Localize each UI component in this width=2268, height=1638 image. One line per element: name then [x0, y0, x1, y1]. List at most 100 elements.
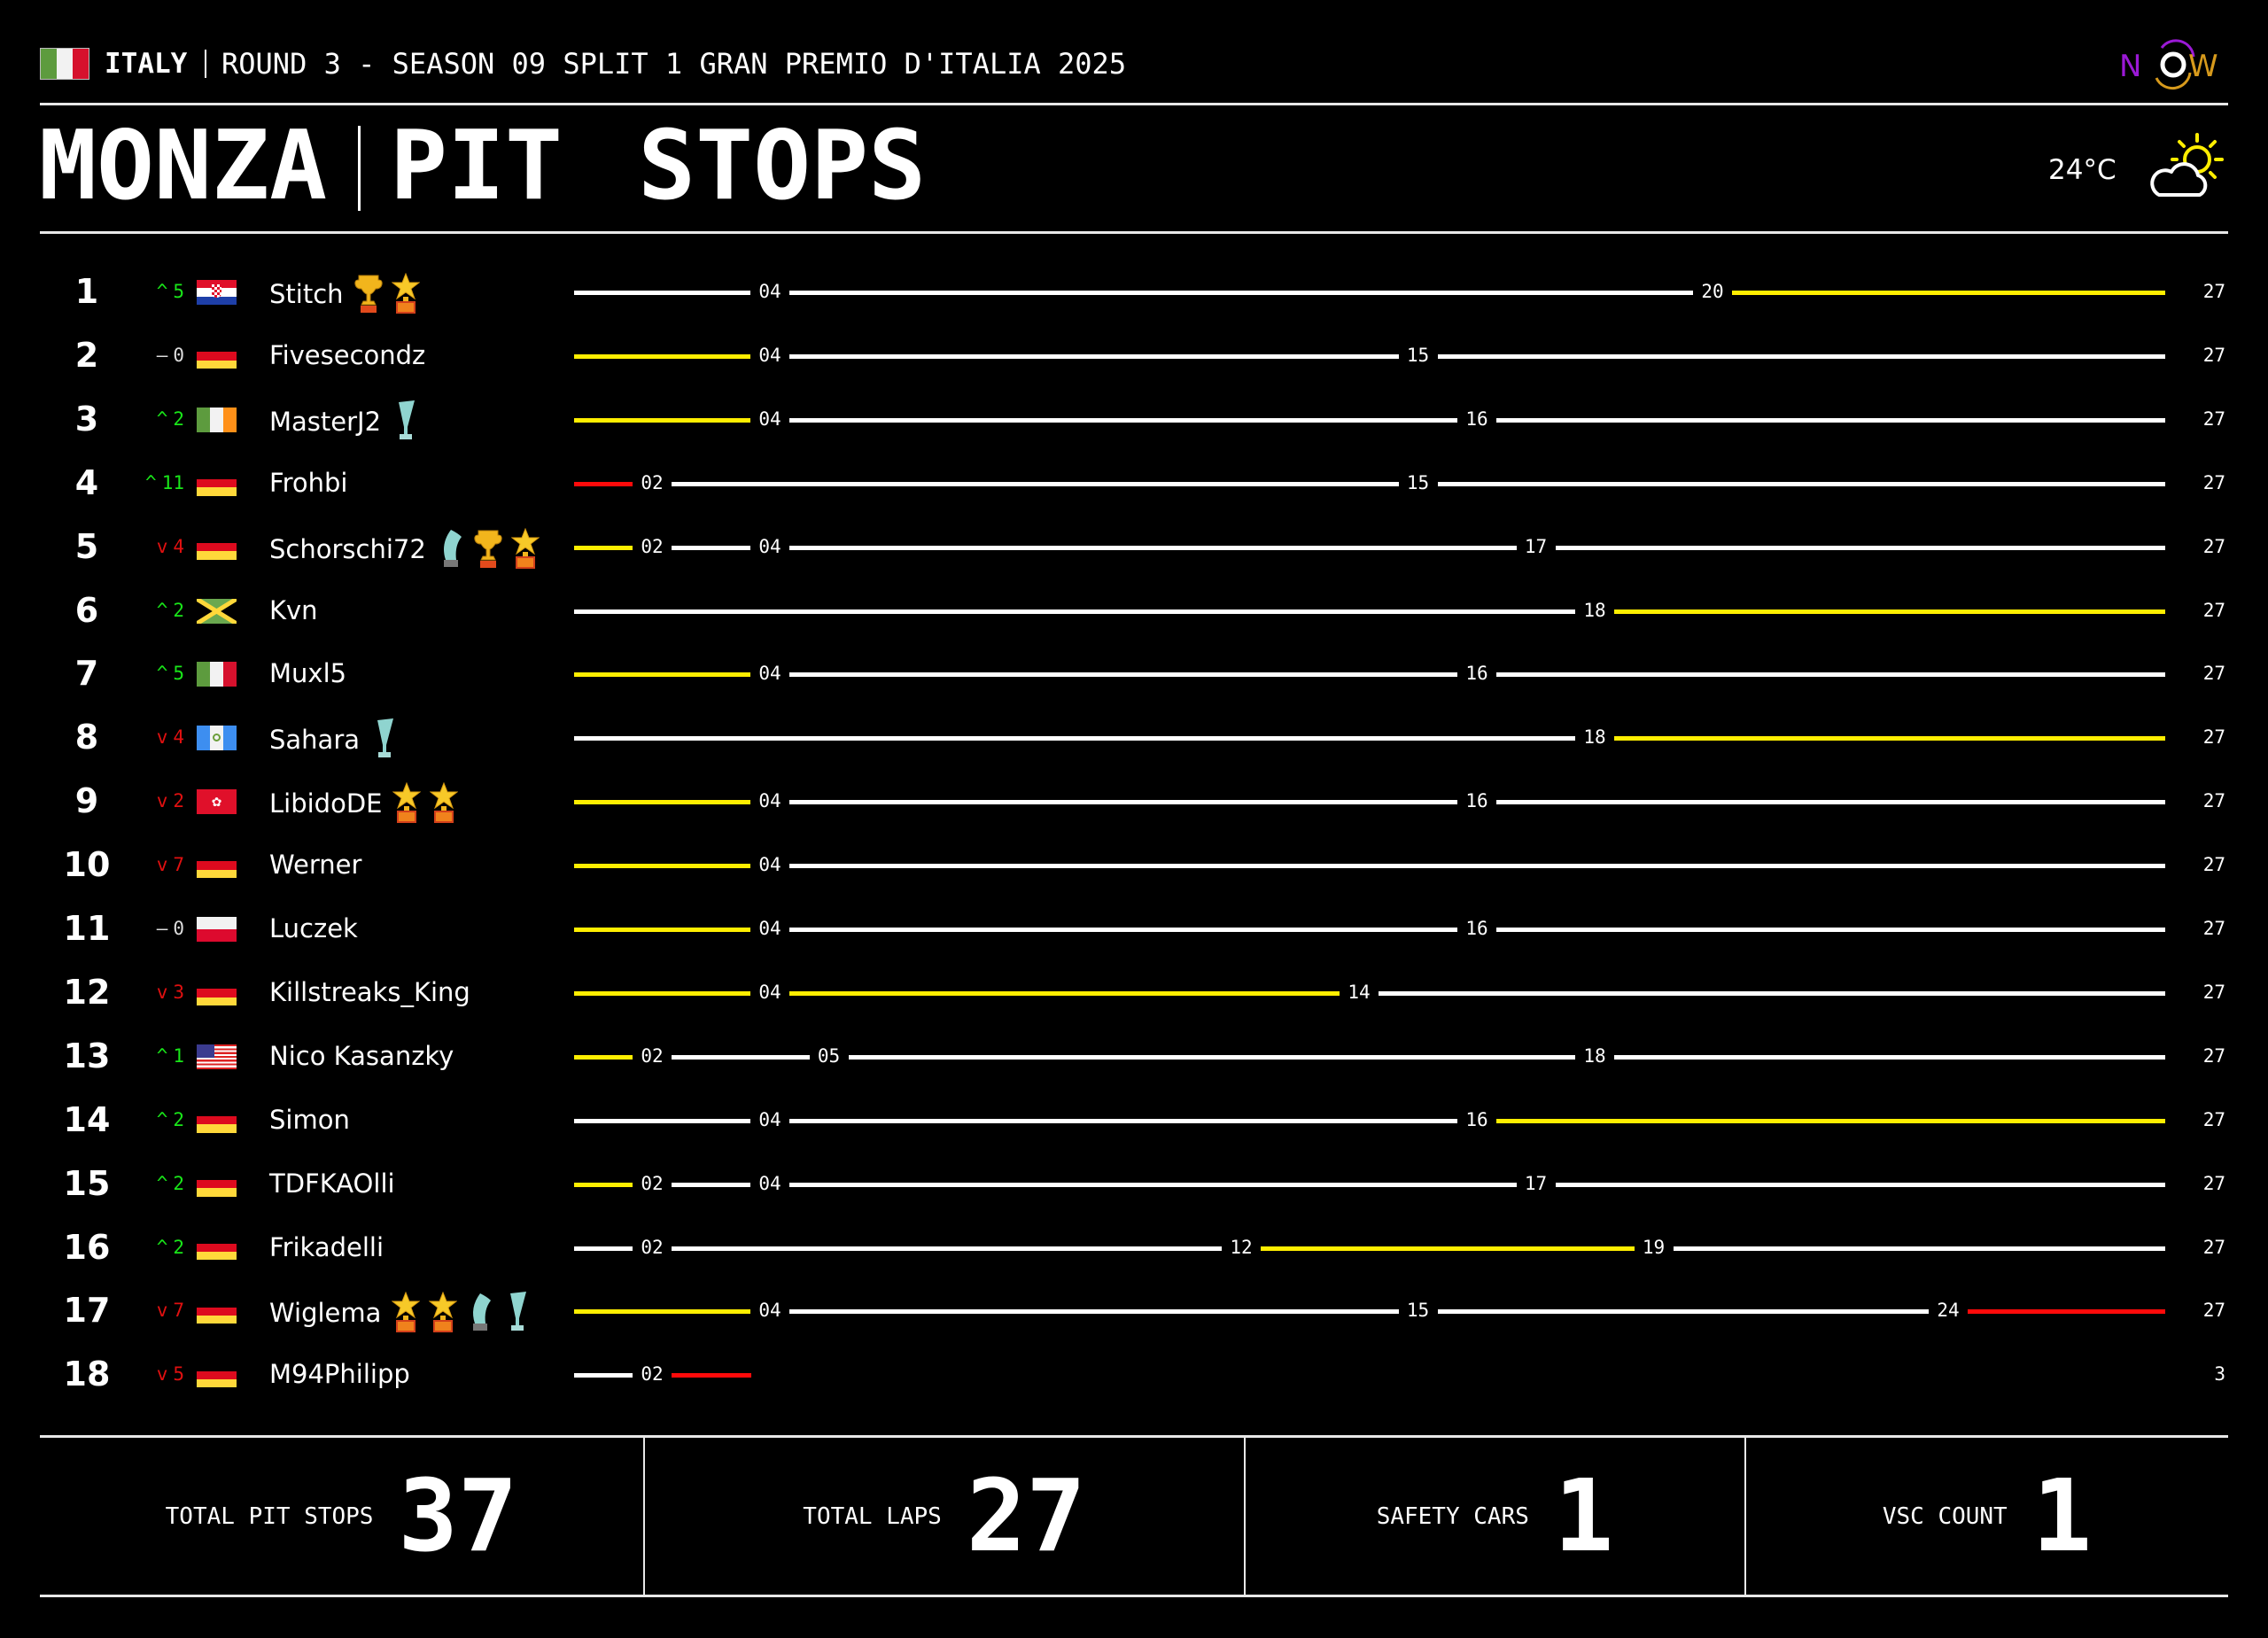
svg-text:W: W — [2188, 49, 2218, 84]
trophy-award-icon — [474, 528, 502, 578]
laps-completed: 3 — [2214, 1363, 2225, 1386]
laps-completed: 27 — [2202, 1172, 2225, 1194]
laps-completed: 27 — [2202, 281, 2225, 302]
stint-bar — [574, 736, 1575, 741]
stint-bar — [574, 609, 1575, 614]
stint-bar — [789, 1182, 1517, 1187]
driver-name-cell: Schorschi72 — [269, 527, 540, 578]
driver-name: Killstreaks_King — [269, 976, 470, 1007]
pit-stop-lap: 04 — [758, 981, 781, 1003]
stint-bar — [1496, 672, 2165, 678]
stint-bar — [1614, 1054, 2165, 1060]
driver-name-cell: Wiglema — [269, 1292, 532, 1342]
safety-cars-card: SAFETY CARS 1 — [1246, 1438, 1746, 1595]
driver-name-cell: Killstreaks_King — [269, 974, 470, 1011]
pit-stop-lap: 04 — [758, 1108, 781, 1130]
flag-pl-icon — [197, 917, 237, 942]
driver-name: MasterJ2 — [269, 406, 382, 437]
change-down-icon: v — [156, 790, 168, 812]
driver-row: 8 v 4 Sahara 18 27 — [0, 706, 2268, 770]
driver-name: Muxl5 — [269, 658, 347, 689]
change-value: 1 — [173, 1044, 184, 1067]
position-change: ^ 5 — [133, 278, 184, 305]
change-value: 2 — [173, 1236, 184, 1258]
change-down-icon: v — [156, 854, 168, 876]
position-change: ^ 11 — [133, 470, 184, 496]
driver-name: Luczek — [269, 913, 358, 943]
pit-stop-lap: 04 — [758, 663, 781, 685]
pit-stop-lap: 18 — [1583, 726, 1606, 749]
position: 16 — [63, 1227, 111, 1267]
driver-row: 11 –0 Luczek 04 16 27 — [0, 897, 2268, 961]
driver-name-cell: Kvn — [269, 592, 318, 629]
change-value: 11 — [161, 471, 184, 493]
stint-bar — [574, 353, 750, 359]
pit-stop-lap: 16 — [1465, 918, 1488, 939]
laps-completed: 27 — [2202, 535, 2225, 557]
change-up-icon: ^ — [156, 1236, 168, 1258]
flag-de-icon — [197, 853, 237, 879]
change-up-icon: ^ — [156, 599, 168, 621]
laps-completed: 27 — [2202, 1044, 2225, 1067]
driver-name-cell: Muxl5 — [269, 655, 346, 692]
driver-name-cell: LibidoDE — [269, 782, 459, 833]
driver-name: Nico Kasanzky — [269, 1040, 454, 1071]
stint-bar — [574, 481, 633, 486]
change-value: 4 — [173, 535, 184, 557]
driver-name-cell: Simon — [269, 1101, 350, 1138]
star-award-icon — [429, 1292, 458, 1342]
stint-bar — [574, 928, 750, 932]
svg-text:N: N — [2119, 49, 2141, 84]
flag-de-icon — [197, 534, 237, 560]
pit-stop-lap: 20 — [1701, 281, 1724, 302]
flag-de-icon — [197, 1362, 237, 1388]
safety-cars-label: SAFETY CARS — [1376, 1502, 1529, 1530]
stint-bar — [574, 417, 750, 423]
change-up-icon: ^ — [156, 663, 168, 685]
flag-hk-icon: ✿ — [197, 789, 237, 815]
pit-stop-lap: 16 — [1465, 790, 1488, 812]
flag-de-icon — [197, 470, 237, 496]
driver-name-cell: Werner — [269, 846, 361, 883]
position: 2 — [74, 335, 99, 375]
stint-bar — [574, 672, 750, 678]
change-down-icon: v — [156, 1300, 168, 1322]
stint-bar — [574, 990, 750, 996]
page-title: PIT STOPS — [390, 111, 927, 221]
driver-name: M94Philipp — [269, 1359, 410, 1390]
stint-bar — [672, 1373, 751, 1378]
position: 13 — [63, 1036, 111, 1075]
driver-row: 16 ^ 2 Frikadelli 02 12 19 27 — [0, 1216, 2268, 1280]
stint-bar — [1437, 353, 2165, 359]
header-divider — [205, 50, 206, 78]
star-award-icon — [392, 1292, 421, 1342]
driver-row: 1 ^ 5 Stitch 04 20 27 — [0, 260, 2268, 324]
position: 6 — [74, 590, 99, 630]
stint-bar — [789, 990, 1340, 996]
change-value: 3 — [173, 981, 184, 1003]
stint-bar — [672, 481, 1399, 486]
flag-de-icon — [197, 980, 237, 1005]
glass-flute-award-icon — [503, 1292, 532, 1342]
position: 17 — [63, 1291, 111, 1331]
position-change: ^ 1 — [133, 1043, 184, 1069]
laps-completed: 27 — [2202, 663, 2225, 685]
stint-bar — [789, 545, 1517, 550]
pit-stop-lap: 04 — [758, 408, 781, 430]
stint-bar — [1496, 1118, 2165, 1123]
driver-row: 14 ^ 2 Simon 04 16 27 — [0, 1089, 2268, 1153]
header-rule — [40, 103, 2228, 105]
flag-ie-icon — [197, 407, 237, 432]
pit-stop-lap: 04 — [758, 281, 781, 302]
pit-stop-lap: 02 — [641, 1363, 664, 1386]
stint-bar — [1496, 417, 2165, 423]
stint-bar — [574, 1246, 633, 1251]
driver-name-cell: Fivesecondz — [269, 337, 425, 374]
safety-cars-value: 1 — [1553, 1458, 1614, 1574]
change-up-icon: ^ — [156, 408, 168, 430]
round-title: ROUND 3 - SEASON 09 SPLIT 1 GRAN PREMIO … — [221, 47, 1127, 81]
laps-completed: 27 — [2202, 1108, 2225, 1130]
stint-bar — [574, 1054, 633, 1060]
